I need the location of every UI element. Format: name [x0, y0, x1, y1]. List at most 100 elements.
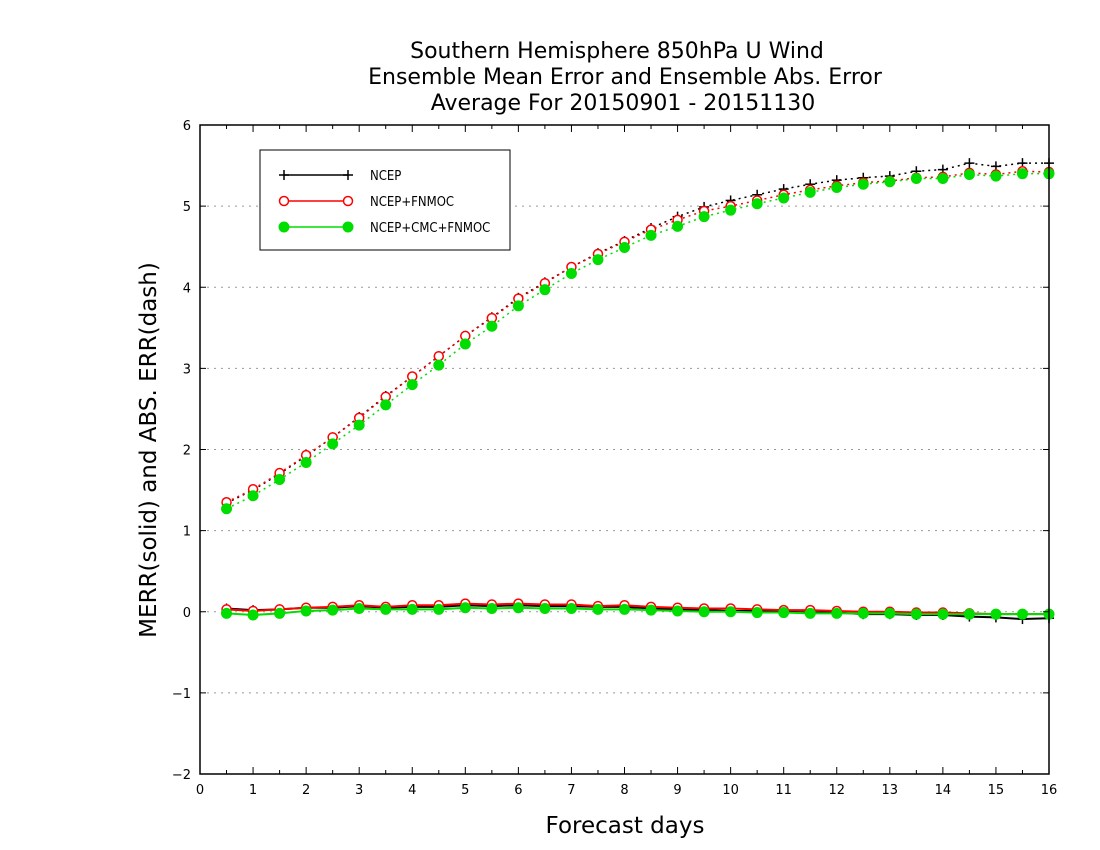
data-point [857, 178, 869, 190]
data-point [274, 607, 286, 619]
data-point [592, 254, 604, 266]
data-point [725, 204, 737, 216]
abs-err-line [226, 162, 1049, 504]
data-point [619, 603, 630, 615]
legend-label: NCEP+CMC+FNMOC [370, 221, 490, 236]
data-point [433, 359, 445, 371]
data-point [964, 158, 975, 169]
data-point [857, 607, 869, 619]
data-point [592, 603, 604, 615]
data-point [512, 300, 524, 312]
y-tick-label: 6 [183, 119, 191, 134]
data-point [327, 604, 339, 616]
y-axis-label: MERR(solid) and ABS. ERR(dash) [136, 262, 162, 638]
data-point [725, 606, 737, 618]
data-point [565, 603, 577, 615]
data-point [672, 605, 684, 617]
x-tick-label: 13 [882, 783, 899, 798]
y-tick-label: 3 [183, 362, 191, 377]
data-point [278, 221, 290, 233]
x-tick-label: 15 [988, 783, 1005, 798]
data-point [751, 198, 763, 210]
title-line-1: Southern Hemisphere 850hPa U Wind [410, 39, 824, 64]
legend-label: NCEP [370, 169, 401, 184]
y-tick-label: 5 [183, 200, 191, 215]
data-point [778, 192, 790, 204]
data-point [539, 603, 551, 615]
x-tick-label: 2 [302, 783, 310, 798]
x-tick-label: 5 [461, 783, 469, 798]
data-point [672, 220, 684, 232]
title-line-3: Average For 20150901 - 20151130 [431, 91, 816, 116]
data-point [327, 438, 339, 450]
data-point [539, 284, 551, 296]
data-point [698, 211, 710, 223]
data-point [698, 606, 710, 618]
data-point [247, 490, 259, 502]
data-point [937, 173, 949, 185]
data-point [884, 176, 896, 188]
data-point [486, 320, 498, 332]
y-tick-label: 0 [183, 606, 191, 621]
data-point [353, 419, 365, 431]
data-point [342, 221, 354, 233]
x-tick-label: 0 [196, 783, 204, 798]
data-point [963, 608, 975, 620]
data-point [380, 603, 392, 615]
data-point [884, 607, 896, 619]
chart-title: Southern Hemisphere 850hPa U Wind Ensemb… [368, 39, 883, 116]
y-tick-label: 2 [183, 444, 191, 459]
y-tick-label: 1 [183, 525, 191, 540]
data-point [300, 456, 312, 468]
x-tick-label: 8 [620, 783, 628, 798]
x-tick-label: 4 [408, 783, 416, 798]
data-point [459, 602, 471, 614]
data-point [342, 195, 354, 207]
data-point [300, 605, 312, 617]
data-point [990, 170, 1002, 182]
y-tick-label: 4 [183, 281, 191, 296]
data-point [459, 338, 471, 350]
y-tick-label: −1 [172, 687, 191, 702]
x-tick-label: 9 [673, 783, 681, 798]
x-tick-label: 11 [775, 783, 792, 798]
data-point [221, 503, 233, 515]
data-point [221, 607, 233, 619]
data-point [247, 609, 259, 621]
data-point [353, 603, 365, 615]
data-point [1016, 168, 1028, 180]
x-tick-label: 16 [1041, 783, 1058, 798]
data-point [406, 379, 418, 391]
data-point [433, 350, 445, 362]
series-layer [221, 158, 1055, 625]
x-tick-label: 10 [722, 783, 739, 798]
data-point [278, 195, 290, 207]
data-point [831, 181, 843, 193]
data-point [380, 399, 392, 411]
data-point [433, 603, 445, 615]
abs-err-line [226, 170, 1050, 503]
x-tick-label: 3 [355, 783, 363, 798]
data-point [963, 168, 975, 180]
x-tick-label: 7 [567, 783, 575, 798]
legend-item: NCEP+FNMOC [278, 195, 454, 210]
data-point [937, 608, 949, 620]
data-point [645, 229, 657, 241]
legend-item: NCEP+CMC+FNMOC [278, 221, 490, 236]
data-point [512, 602, 524, 614]
x-tick-label: 12 [828, 783, 845, 798]
data-point [1016, 608, 1028, 620]
merr-line [226, 606, 1049, 616]
data-point [778, 607, 790, 619]
x-tick-label: 1 [249, 783, 257, 798]
series-ncep-cmc-fnmoc [221, 168, 1055, 621]
data-point [910, 173, 922, 185]
data-point [804, 186, 816, 198]
x-axis-label: Forecast days [546, 813, 705, 839]
data-point [343, 170, 353, 180]
data-point [406, 603, 418, 615]
y-tick-label: −2 [172, 768, 191, 783]
